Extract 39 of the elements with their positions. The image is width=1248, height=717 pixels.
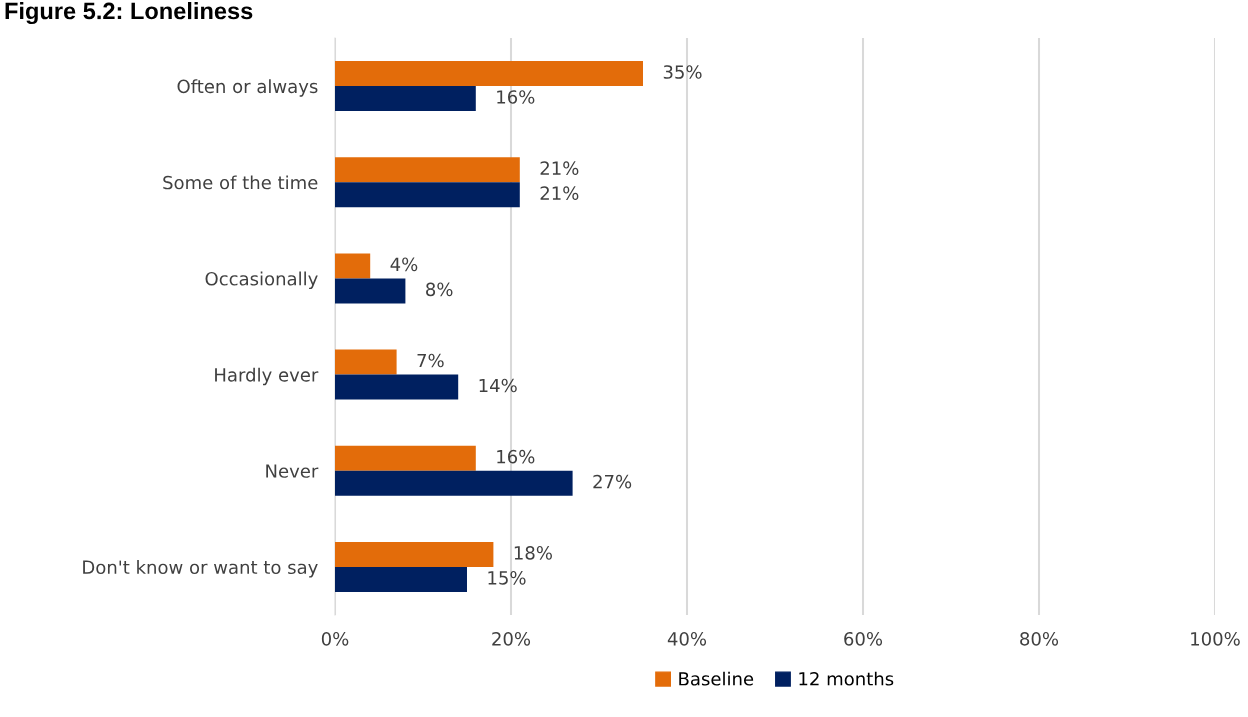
- y-tick-label: Don't know or want to say: [83, 560, 318, 578]
- y-tick-label: Hardly ever: [215, 367, 319, 386]
- y-tick-label: Often or always: [177, 79, 318, 97]
- data-label: 16%: [497, 449, 535, 464]
- data-label: 18%: [514, 546, 552, 560]
- legend-label: 12 months: [799, 671, 894, 686]
- bar: [335, 470, 573, 496]
- bar: [335, 278, 406, 304]
- x-tick-label: 20%: [492, 631, 531, 646]
- bar: [335, 182, 520, 208]
- data-label: 8%: [426, 282, 453, 297]
- y-tick-label: Some of the time: [163, 175, 318, 190]
- x-tick-label: 60%: [844, 631, 883, 646]
- bar: [335, 445, 476, 471]
- data-label: 15%: [488, 571, 526, 585]
- text: Figure 5.2: Loneliness: [5, 2, 253, 25]
- bar: [335, 86, 476, 112]
- bar: [335, 349, 397, 375]
- data-label: 27%: [593, 474, 632, 489]
- bar: [335, 157, 520, 183]
- bar: [335, 374, 459, 400]
- bar: [335, 253, 371, 279]
- data-label: 7%: [417, 353, 444, 368]
- data-label: 35%: [663, 65, 702, 79]
- data-label: 21%: [540, 161, 579, 175]
- x-tick-label: 80%: [1020, 631, 1059, 646]
- x-tick-label: 40%: [667, 631, 707, 646]
- y-tick-label: Never: [266, 464, 319, 478]
- data-label: 16%: [497, 90, 535, 104]
- bar: [335, 566, 467, 592]
- data-label: 14%: [479, 378, 517, 393]
- y-tick-label: Occasionally: [205, 271, 318, 290]
- x-tick-label: 0%: [321, 631, 349, 646]
- x-tick-label: 100%: [1191, 631, 1240, 646]
- legend-label: Baseline: [679, 671, 754, 686]
- bar: [335, 541, 494, 567]
- bar: [335, 61, 643, 87]
- data-label: 21%: [540, 186, 579, 200]
- data-label: 4%: [390, 257, 418, 272]
